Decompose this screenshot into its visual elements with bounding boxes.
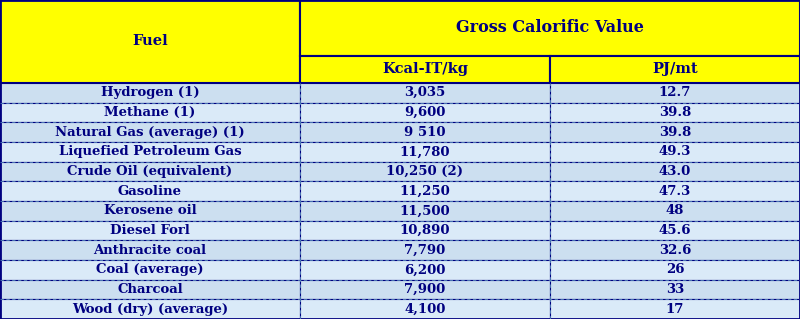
Text: Anthracite coal: Anthracite coal [94,244,206,257]
Text: 48: 48 [666,204,684,217]
Text: Gross Calorific Value: Gross Calorific Value [456,19,644,36]
Bar [0,221,300,240]
Text: 4,100: 4,100 [404,303,446,316]
Text: 11,780: 11,780 [400,145,450,158]
Bar [0,181,300,201]
Bar [0,201,300,221]
Bar [0,240,300,260]
Text: 10,250 (2): 10,250 (2) [386,165,463,178]
Text: Kcal-IT/kg: Kcal-IT/kg [382,63,468,76]
Bar [300,0,800,56]
Text: 39.8: 39.8 [659,126,691,139]
Text: 33: 33 [666,283,684,296]
Text: Gasoline: Gasoline [118,185,182,198]
Bar [0,142,300,162]
Text: 39.8: 39.8 [659,106,691,119]
Text: Coal (average): Coal (average) [96,263,204,276]
Bar [550,221,800,240]
Text: Crude Oil (equivalent): Crude Oil (equivalent) [67,165,233,178]
Bar [0,260,300,280]
Bar [550,103,800,122]
Bar [300,201,550,221]
Bar [300,299,550,319]
Bar [0,83,300,103]
Bar [550,260,800,280]
Text: Wood (dry) (average): Wood (dry) (average) [72,303,228,316]
Text: 10,890: 10,890 [400,224,450,237]
Bar [300,280,550,299]
Text: Kerosene oil: Kerosene oil [104,204,196,217]
Text: 3,035: 3,035 [404,86,446,99]
Text: 47.3: 47.3 [659,185,691,198]
Text: Charcoal: Charcoal [117,283,183,296]
Text: 9,600: 9,600 [404,106,446,119]
Text: 49.3: 49.3 [659,145,691,158]
Text: Diesel Forl: Diesel Forl [110,224,190,237]
Bar [300,240,550,260]
Text: 45.6: 45.6 [658,224,691,237]
Bar [550,56,800,83]
Text: 26: 26 [666,263,684,276]
Bar [300,103,550,122]
Bar [300,221,550,240]
Text: 7,900: 7,900 [404,283,446,296]
Text: 17: 17 [666,303,684,316]
Bar [0,280,300,299]
Bar [550,181,800,201]
Bar [550,201,800,221]
Bar [550,83,800,103]
Bar [550,240,800,260]
Text: 11,250: 11,250 [400,185,450,198]
Text: 12.7: 12.7 [659,86,691,99]
Bar [550,142,800,162]
Text: 11,500: 11,500 [400,204,450,217]
Text: Methane (1): Methane (1) [104,106,196,119]
Bar [550,299,800,319]
Text: Liquefied Petroleum Gas: Liquefied Petroleum Gas [58,145,242,158]
Text: 7,790: 7,790 [404,244,446,257]
Text: 32.6: 32.6 [659,244,691,257]
Bar [300,260,550,280]
Text: 6,200: 6,200 [404,263,446,276]
Bar [300,83,550,103]
Text: 9 510: 9 510 [404,126,446,139]
Bar [0,122,300,142]
Text: PJ/mt: PJ/mt [652,63,698,76]
Bar [300,142,550,162]
Bar [300,122,550,142]
Text: Hydrogen (1): Hydrogen (1) [101,86,199,99]
Text: Fuel: Fuel [132,34,168,48]
Bar [0,0,300,83]
Bar [300,181,550,201]
Bar [300,162,550,181]
Bar [0,299,300,319]
Bar [0,103,300,122]
Bar [0,162,300,181]
Bar [300,56,550,83]
Text: Natural Gas (average) (1): Natural Gas (average) (1) [55,126,245,139]
Bar [550,122,800,142]
Text: 43.0: 43.0 [659,165,691,178]
Bar [550,280,800,299]
Bar [550,162,800,181]
